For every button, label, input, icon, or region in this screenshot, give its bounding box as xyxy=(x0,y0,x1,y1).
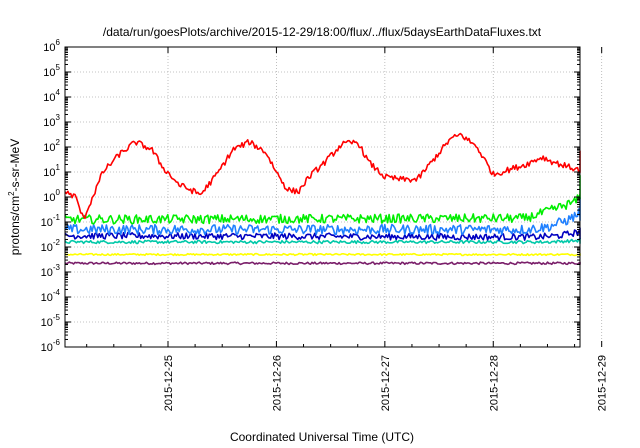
x-axis: 2015-12-25 2015-12-26 2015-12-27 2015-12-28… xyxy=(86,47,609,411)
y-tick-label: 104 xyxy=(43,88,60,104)
y-tick-label-base: 10 xyxy=(43,42,55,54)
y-tick-label-exp: -2 xyxy=(53,238,61,247)
y-tick-label-exp: -5 xyxy=(53,313,61,322)
y-tick-label-base: 10 xyxy=(43,67,55,79)
series-line xyxy=(64,196,581,236)
y-axis-label-prefix: protons/cm xyxy=(8,196,22,255)
y-tick-label: 103 xyxy=(43,113,60,129)
y-axis-label-suffix: -s-sr-MeV xyxy=(8,139,22,192)
y-tick-label-base: 10 xyxy=(43,192,55,204)
x-tick-label: 2015-12-29 xyxy=(597,355,609,411)
y-axis: 10-610-510-410-310-210-11001011021031041… xyxy=(41,38,580,354)
y-axis-label: protons/cm2-s-sr-MeV xyxy=(7,139,22,255)
x-axis-label: Coordinated Universal Time (UTC) xyxy=(230,430,414,444)
y-tick-label-base: 10 xyxy=(43,117,55,129)
y-tick-label-exp: 3 xyxy=(56,113,61,122)
y-tick-label-exp: -4 xyxy=(53,288,61,297)
series-line xyxy=(64,261,581,266)
y-tick-label-exp: 5 xyxy=(56,63,61,72)
y-tick-label-base: 10 xyxy=(43,142,55,154)
y-tick-label: 105 xyxy=(43,63,60,79)
y-tick-label: 10-3 xyxy=(41,263,61,279)
y-tick-label-exp: 4 xyxy=(56,88,61,97)
y-tick-label: 10-6 xyxy=(41,338,61,354)
y-tick-label-base: 10 xyxy=(41,342,53,354)
series-line xyxy=(64,252,581,257)
x-tick-label: 2015-12-26 xyxy=(271,355,283,411)
y-tick-label: 106 xyxy=(43,38,60,54)
y-tick-label: 100 xyxy=(43,188,60,204)
y-tick-label-exp: 2 xyxy=(56,138,61,147)
y-tick-label: 10-1 xyxy=(41,213,61,229)
x-tick-label: 2015-12-25 xyxy=(163,355,175,411)
y-tick-label-exp: 0 xyxy=(56,188,61,197)
y-tick-label-base: 10 xyxy=(43,92,55,104)
series-line xyxy=(64,237,581,245)
series-line xyxy=(64,174,581,225)
y-tick-label-base: 10 xyxy=(41,217,53,229)
y-tick-label-base: 10 xyxy=(41,242,53,254)
y-tick-label: 102 xyxy=(43,138,60,154)
y-tick-label-exp: -3 xyxy=(53,263,61,272)
y-tick-label-base: 10 xyxy=(41,292,53,304)
y-tick-label: 10-5 xyxy=(41,313,61,329)
y-tick-label-exp: 1 xyxy=(56,163,61,172)
y-tick-label-exp: 6 xyxy=(56,38,61,47)
y-tick-label-base: 10 xyxy=(41,267,53,279)
y-tick-label-exp: -1 xyxy=(53,213,61,222)
x-tick-label: 2015-12-27 xyxy=(380,355,392,411)
x-tick-label: 2015-12-28 xyxy=(488,355,500,411)
y-tick-label: 10-2 xyxy=(41,238,61,254)
series-line xyxy=(64,227,581,241)
y-axis-label-sup: 2 xyxy=(7,191,16,196)
y-tick-label: 10-4 xyxy=(41,288,61,304)
series-line xyxy=(64,132,581,220)
series-group xyxy=(64,132,581,266)
chart-title: /data/run/goesPlots/archive/2015-12-29/1… xyxy=(103,25,542,39)
y-tick-label-exp: -6 xyxy=(53,338,61,347)
y-tick-label-base: 10 xyxy=(41,317,53,329)
y-tick-label-base: 10 xyxy=(43,167,55,179)
y-tick-label: 101 xyxy=(43,163,60,179)
